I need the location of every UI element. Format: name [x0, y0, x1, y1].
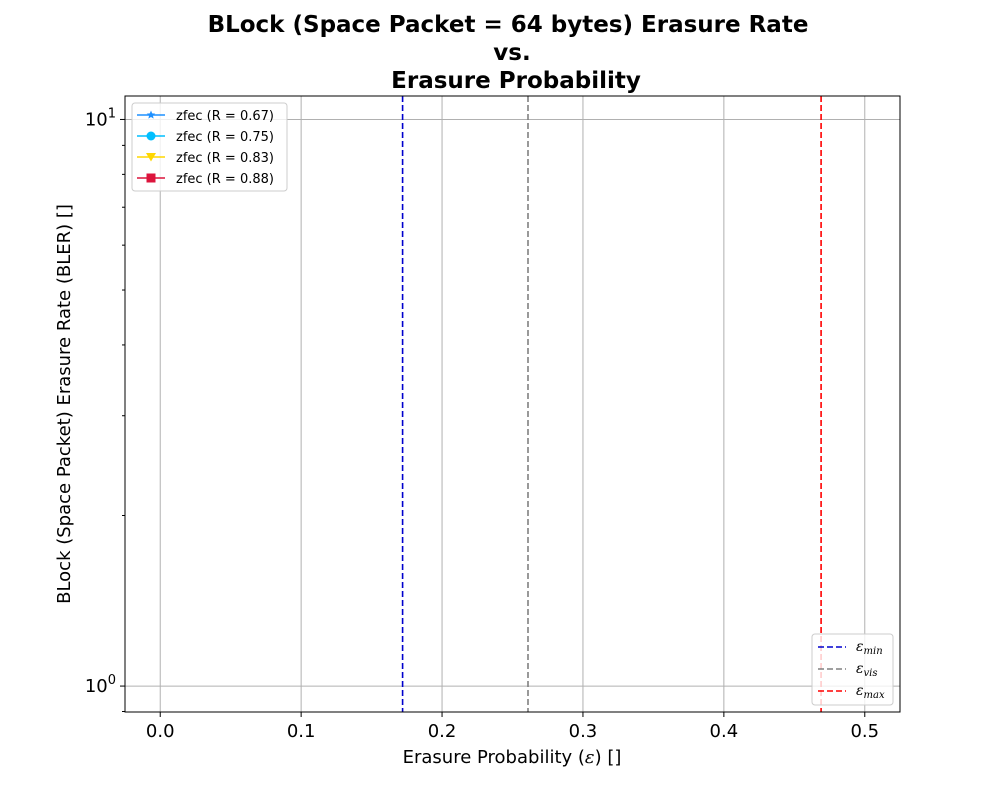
legend-entry-eps-vis: εvis — [818, 661, 878, 679]
x-tick-label: 0.0 — [146, 721, 175, 742]
legend-marker-star — [146, 110, 156, 119]
x-tick-label: 0.4 — [710, 721, 739, 742]
threshold-legend-box — [811, 633, 894, 706]
legend-label: zfec (R = 0.83) — [176, 151, 274, 166]
grid — [125, 96, 900, 712]
x-tick-label: 0.2 — [428, 721, 457, 742]
legend-entry-eps-max: εmax — [818, 683, 885, 701]
x-tick-label: 0.5 — [850, 721, 879, 742]
plot-frame — [124, 95, 901, 713]
title-line-2: vs. — [493, 40, 530, 66]
legend-entry: zfec (R = 0.88) — [137, 172, 274, 187]
legend-entry: zfec (R = 0.83) — [137, 151, 274, 166]
threshold-legend: εmin εvis εmax — [811, 633, 894, 706]
title-line-3: Erasure Probability — [391, 68, 641, 94]
x-axis-ticks: 0.0 0.1 0.2 0.3 0.4 0.5 — [146, 712, 879, 742]
legend-entry: zfec (R = 0.67) — [137, 109, 274, 124]
legend-marker-square — [146, 173, 156, 183]
series-legend-box — [131, 102, 288, 192]
y-tick-label: 100 — [85, 673, 116, 697]
legend-label: zfec (R = 0.67) — [176, 109, 274, 124]
y-axis-ticks: 100 101 — [85, 106, 125, 712]
legend-label: εmin — [856, 639, 883, 657]
legend-marker-triangle-down — [146, 153, 156, 162]
chart-title: BLock (Space Packet = 64 bytes) Erasure … — [208, 12, 809, 94]
y-axis-label: BLock (Space Packet) Erasure Rate (BLER)… — [54, 204, 75, 604]
series-legend: zfec (R = 0.67) zfec (R = 0.75) zfec (R = … — [131, 102, 288, 192]
legend-label: εvis — [856, 661, 878, 679]
x-axis-label: Erasure Probability (ε) [] — [403, 747, 622, 768]
x-tick-label: 0.3 — [569, 721, 598, 742]
legend-marker-circle — [146, 131, 156, 141]
legend-entry: zfec (R = 0.75) — [137, 130, 274, 145]
legend-label: zfec (R = 0.75) — [176, 130, 274, 145]
threshold-lines — [401, 96, 822, 712]
y-tick-label: 101 — [85, 106, 116, 130]
legend-label: zfec (R = 0.88) — [176, 172, 274, 187]
legend-entry-eps-min: εmin — [818, 639, 883, 657]
x-tick-label: 0.1 — [287, 721, 316, 742]
title-line-1: BLock (Space Packet = 64 bytes) Erasure … — [208, 12, 809, 38]
legend-label: εmax — [856, 683, 885, 701]
